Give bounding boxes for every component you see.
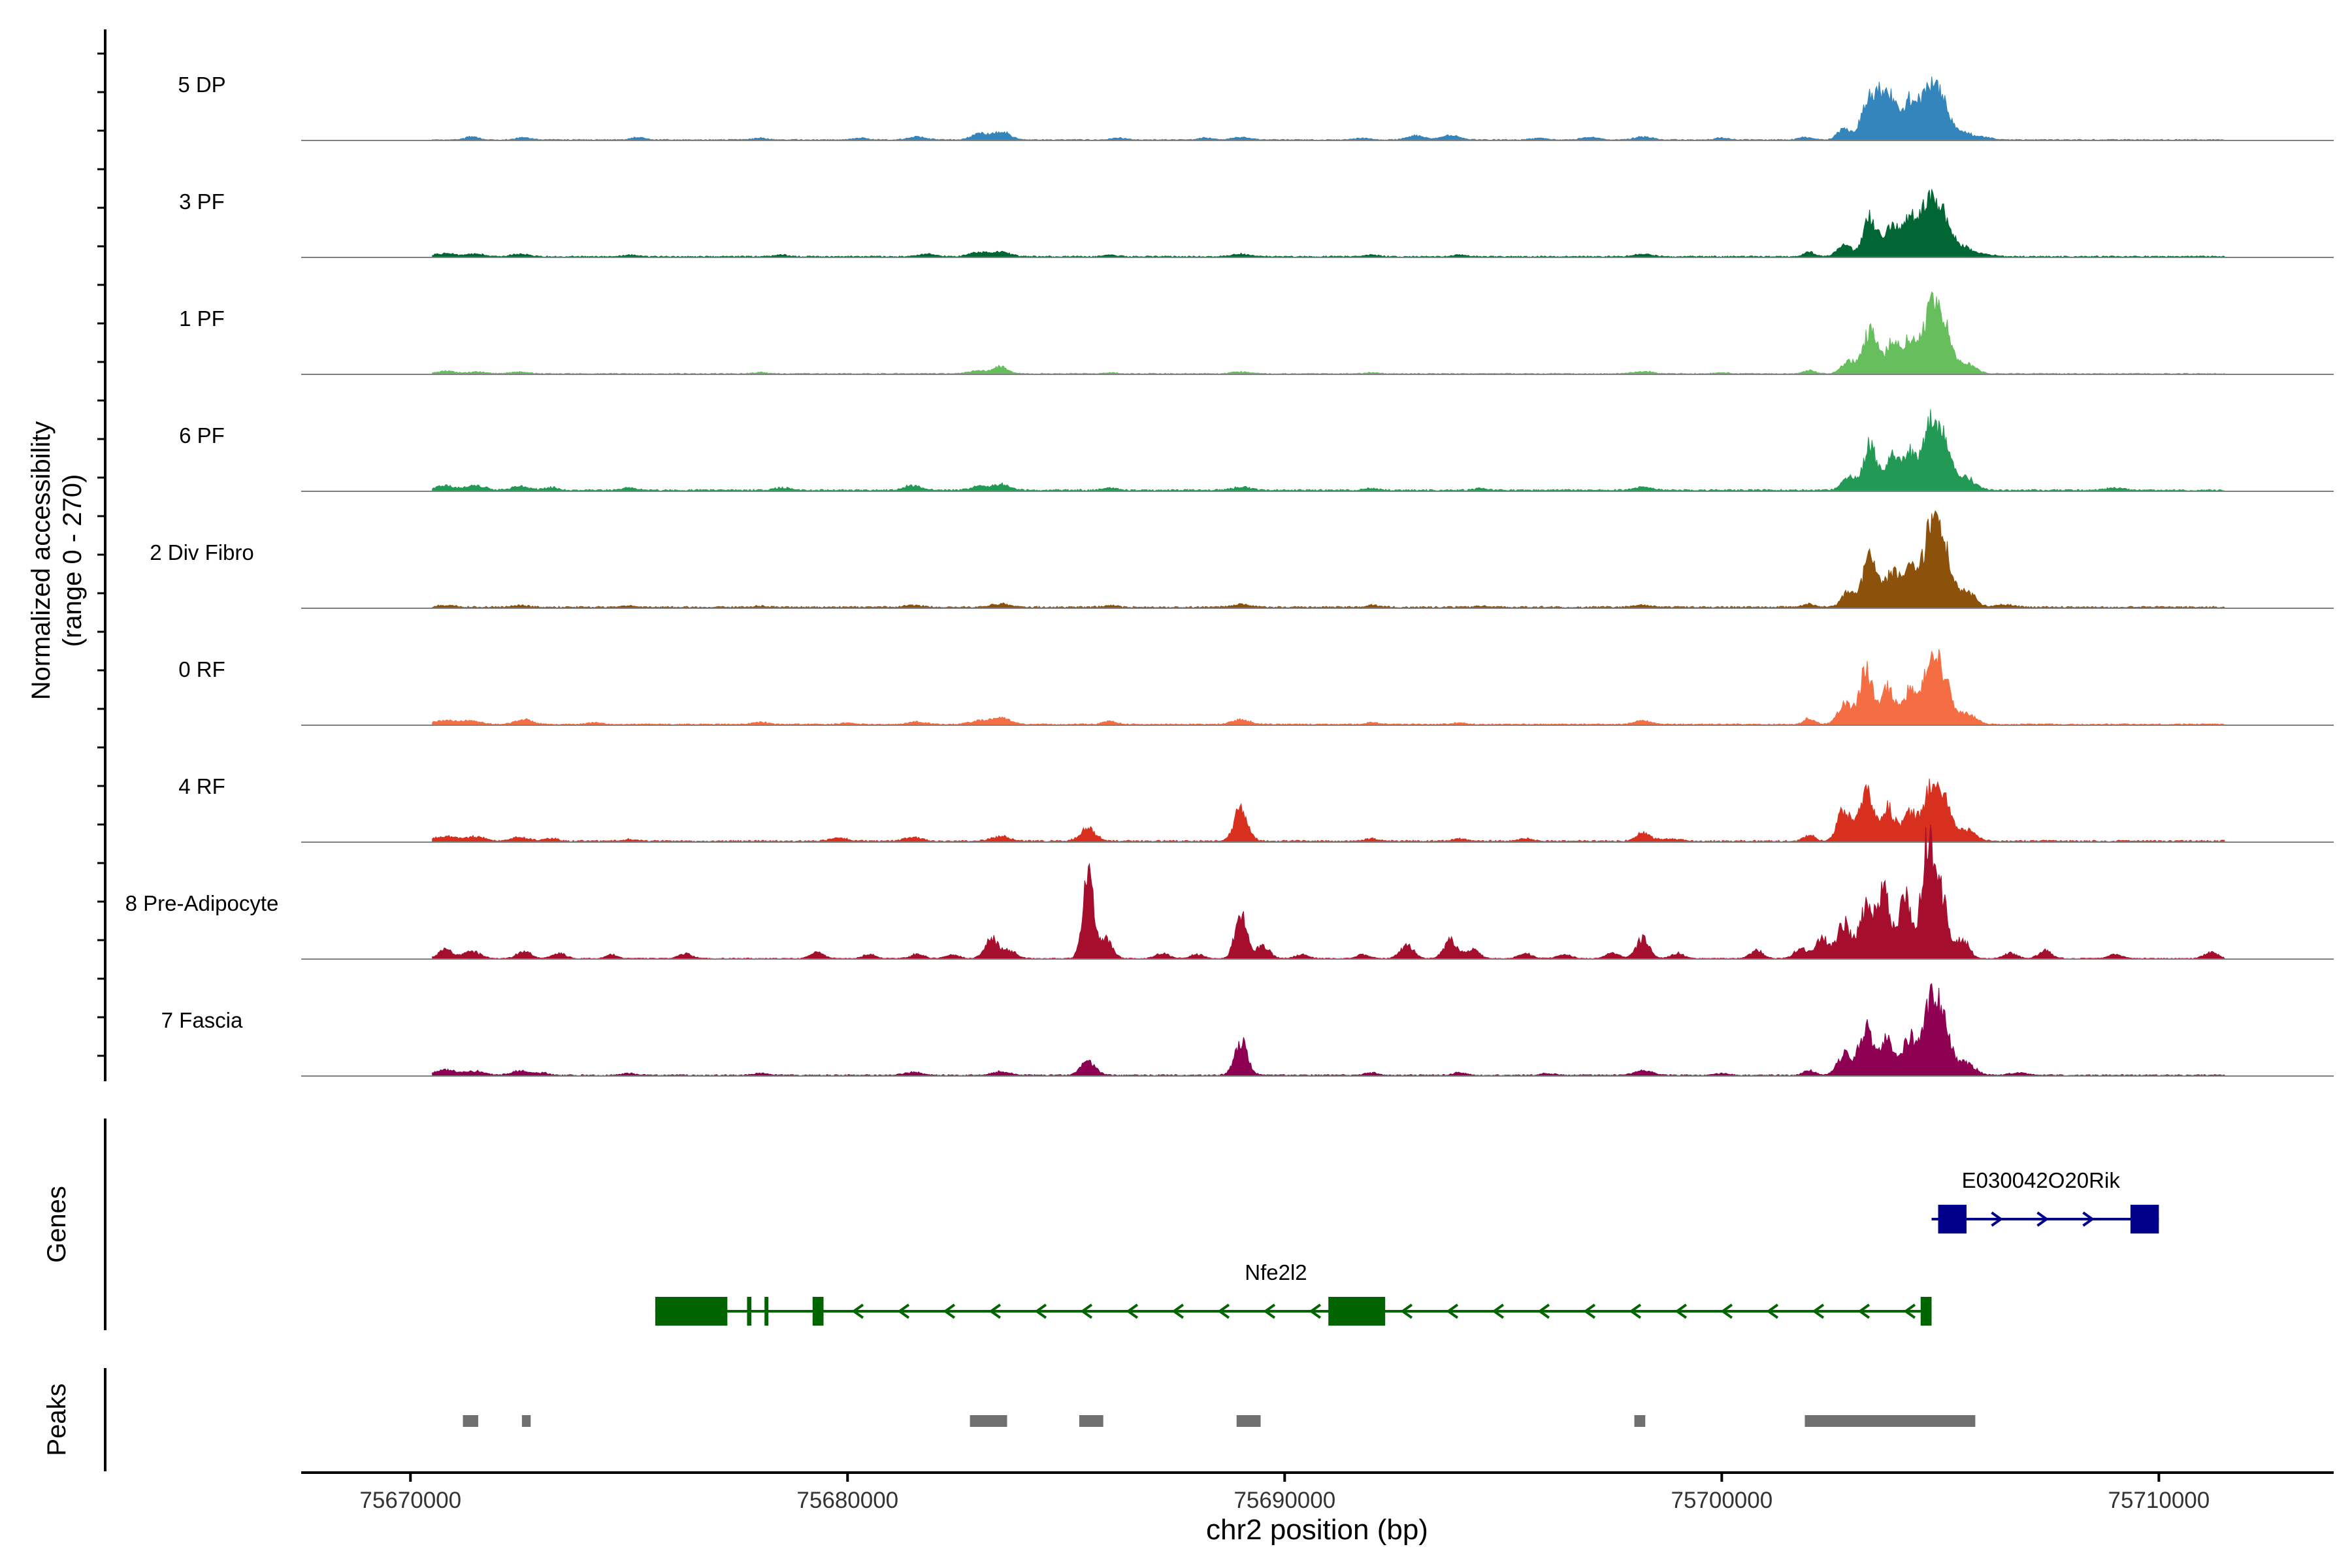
gene-model: E030042O20Rik [1931, 1168, 2159, 1233]
peak-region [1634, 1415, 1646, 1427]
peak-region [1079, 1415, 1103, 1427]
coverage-area [432, 189, 2225, 258]
coverage-area [432, 510, 2225, 609]
strand-chevron [1674, 1303, 1688, 1319]
coverage-tracks: 5 DP 3 PF 1 PF 6 PF 2 Div Fibro 0 RF 4 RF 8 Pre… [125, 73, 2334, 1077]
strand-chevron [1583, 1303, 1596, 1319]
x-axis: 75670000 75680000 75690000 75700000 75710000 [301, 1471, 2334, 1513]
peak-region [463, 1415, 478, 1427]
coverage-area [432, 649, 2225, 726]
strand-chevron [943, 1303, 956, 1319]
peak-region [1236, 1415, 1261, 1427]
strand-chevron [1263, 1303, 1276, 1319]
gene-exon [2130, 1205, 2159, 1233]
peak-region [970, 1415, 1007, 1427]
coverage-track: 4 RF [178, 774, 2334, 843]
peak-regions [463, 1415, 1976, 1427]
gene-label: E030042O20Rik [1962, 1168, 2121, 1192]
gene-exon [812, 1297, 824, 1326]
peak-region [1805, 1415, 1976, 1427]
coverage-y-axis [97, 29, 106, 1081]
gene-model: Nfe2l2 [655, 1260, 1932, 1326]
y-axis-label-line1: Normalized accessibility [27, 421, 56, 700]
coverage-track: 0 RF [178, 649, 2334, 726]
coverage-track: 2 Div Fibro [150, 510, 2334, 609]
coverage-track: 1 PF [179, 291, 2334, 375]
coverage-area [432, 409, 2225, 492]
peaks-panel-label: Peaks [42, 1383, 71, 1456]
x-tick-label: 75670000 [359, 1488, 461, 1513]
coverage-track: 8 Pre-Adipocyte [125, 825, 2334, 960]
strand-chevron [1629, 1303, 1642, 1319]
x-tick-label: 75700000 [1671, 1488, 1772, 1513]
coverage-y-ticks [97, 52, 105, 1057]
track-label: 5 DP [178, 73, 225, 97]
gene-label: Nfe2l2 [1245, 1260, 1307, 1284]
coverage-area [432, 291, 2225, 375]
track-label: 6 PF [179, 423, 225, 448]
strand-chevron [1903, 1303, 1916, 1319]
strand-chevron [1812, 1303, 1825, 1319]
strand-chevron [1446, 1303, 1459, 1319]
peak-region [521, 1415, 531, 1427]
gene-exon [1328, 1297, 1386, 1326]
gene-exon [1920, 1297, 1932, 1326]
strand-chevron [988, 1303, 1002, 1319]
strand-chevron [1309, 1303, 1322, 1319]
strand-chevron [1034, 1303, 1047, 1319]
gene-models: Nfe2l2 E030042O20Rik [655, 1168, 2159, 1326]
strand-chevron [1857, 1303, 1870, 1319]
strand-chevron [1720, 1303, 1733, 1319]
coverage-area [432, 825, 2225, 960]
coverage-area [432, 76, 2225, 141]
genes-panel-label: Genes [42, 1186, 71, 1263]
coverage-area [432, 778, 2225, 843]
track-label: 0 RF [178, 657, 225, 681]
coverage-track: 3 PF [179, 189, 2334, 258]
strand-chevron [2036, 1211, 2049, 1227]
strand-chevron [1080, 1303, 1093, 1319]
track-label: 8 Pre-Adipocyte [125, 891, 279, 915]
x-tick-label: 75680000 [796, 1488, 898, 1513]
gene-exon [747, 1297, 752, 1326]
strand-chevron [1492, 1303, 1505, 1319]
gene-exon [764, 1297, 769, 1326]
strand-chevron [1991, 1211, 2003, 1227]
track-label: 7 Fascia [161, 1008, 243, 1032]
coverage-area [432, 983, 2225, 1077]
gene-exon [655, 1297, 728, 1326]
strand-chevron [1766, 1303, 1779, 1319]
strand-chevron [851, 1303, 864, 1319]
track-label: 3 PF [179, 189, 225, 214]
coverage-track: 5 DP [178, 73, 2334, 141]
coverage-track: 6 PF [179, 409, 2334, 492]
strand-chevron [1171, 1303, 1184, 1319]
x-axis-label: chr2 position (bp) [1206, 1514, 1428, 1546]
strand-chevron [1400, 1303, 1413, 1319]
track-label: 4 RF [178, 774, 225, 798]
strand-chevron [897, 1303, 910, 1319]
x-tick-label: 75710000 [2108, 1488, 2210, 1513]
strand-chevron [2082, 1211, 2095, 1227]
strand-chevron [1217, 1303, 1230, 1319]
strand-chevron [1126, 1303, 1139, 1319]
gene-exon [1938, 1205, 1967, 1233]
y-axis-label-line2: (range 0 - 270) [58, 474, 87, 647]
x-tick-label: 75690000 [1233, 1488, 1335, 1513]
track-label: 2 Div Fibro [150, 540, 254, 564]
strand-chevron [1537, 1303, 1550, 1319]
track-label: 1 PF [179, 306, 225, 331]
coverage-track: 7 Fascia [161, 983, 2334, 1077]
